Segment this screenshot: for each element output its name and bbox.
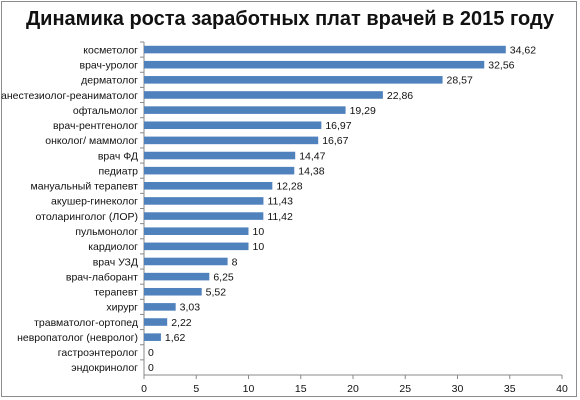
- bar: [144, 272, 210, 281]
- data-label: 0: [148, 362, 154, 374]
- data-label: 2,22: [171, 317, 192, 329]
- category-label: дерматолог: [81, 75, 138, 87]
- bar: [144, 303, 176, 311]
- category-label: акушер-гинеколог: [51, 196, 138, 208]
- category-label: врач-лаборант: [66, 271, 138, 283]
- bar: [144, 182, 273, 190]
- bar: [144, 60, 485, 69]
- bar: [144, 91, 383, 99]
- data-label: 11,42: [267, 211, 293, 223]
- category-label: гастроэнтеролог: [58, 347, 138, 359]
- data-label: 32,56: [488, 60, 514, 72]
- category-label: анестезиолог-реаниматолог: [1, 90, 138, 102]
- category-label: врач УЗД: [93, 256, 138, 268]
- data-label: 8: [232, 256, 238, 268]
- category-label: офтальмолог: [73, 105, 138, 117]
- x-tick-label: 25: [399, 383, 411, 395]
- x-tick-label: 10: [243, 383, 255, 395]
- data-label: 16,97: [325, 120, 351, 132]
- data-label: 3,03: [180, 302, 201, 314]
- category-label: невропатолог (невролог): [17, 332, 138, 344]
- category-label: кардиолог: [88, 241, 138, 253]
- x-tick-label: 30: [452, 383, 464, 395]
- x-tick-label: 15: [295, 383, 307, 395]
- data-label: 16,67: [322, 135, 348, 147]
- bar: [144, 227, 249, 235]
- x-tick-label: 20: [347, 383, 359, 395]
- category-label: врач-уролог: [80, 60, 139, 72]
- category-label: травматолог-ортопед: [34, 317, 138, 329]
- category-label: косметолог: [83, 44, 138, 56]
- category-label: врач-рентгенолог: [53, 120, 138, 132]
- bar: [144, 76, 443, 84]
- x-tick-label: 5: [193, 383, 199, 395]
- bar: [144, 166, 295, 175]
- category-label: терапевт: [94, 287, 138, 299]
- data-label: 28,57: [447, 75, 473, 87]
- data-label: 34,62: [510, 44, 536, 56]
- bar: [144, 212, 264, 220]
- data-label: 11,43: [267, 196, 293, 208]
- data-label: 10: [253, 226, 265, 238]
- category-label: отоларинголог (ЛОР): [36, 211, 138, 223]
- chart-title: Динамика роста заработных плат врачей в …: [25, 8, 555, 30]
- data-label: 5,52: [206, 287, 227, 299]
- x-tick-label: 35: [504, 383, 516, 395]
- bar: [144, 197, 264, 205]
- bar: [144, 106, 346, 114]
- bar: [144, 151, 296, 160]
- category-label: врач ФД: [98, 150, 138, 162]
- data-label: 22,86: [387, 90, 413, 102]
- bar: [144, 257, 228, 266]
- data-label: 6,25: [213, 271, 234, 283]
- category-label: пульмонолог: [75, 226, 138, 238]
- data-label: 14,38: [298, 165, 324, 177]
- data-label: 12,28: [276, 181, 302, 193]
- data-label: 0: [148, 347, 154, 359]
- category-label: эндокринолог: [71, 362, 138, 374]
- data-label: 10: [253, 241, 265, 253]
- bar: [144, 333, 161, 341]
- x-tick-label: 40: [556, 383, 568, 395]
- bar: [144, 45, 506, 54]
- data-label: 19,29: [350, 105, 376, 117]
- bar: [144, 287, 202, 296]
- bar: [144, 136, 319, 145]
- category-label: онколог/ маммолог: [45, 135, 138, 147]
- category-label: хирург: [106, 302, 138, 314]
- data-label: 1,62: [165, 332, 186, 344]
- category-label: педиатр: [98, 165, 138, 177]
- x-tick-label: 0: [141, 383, 147, 395]
- bar: [144, 242, 249, 251]
- bar: [144, 318, 168, 326]
- data-label: 14,47: [299, 150, 325, 162]
- category-label: мануальный терапевт: [31, 181, 139, 193]
- bar: [144, 121, 322, 130]
